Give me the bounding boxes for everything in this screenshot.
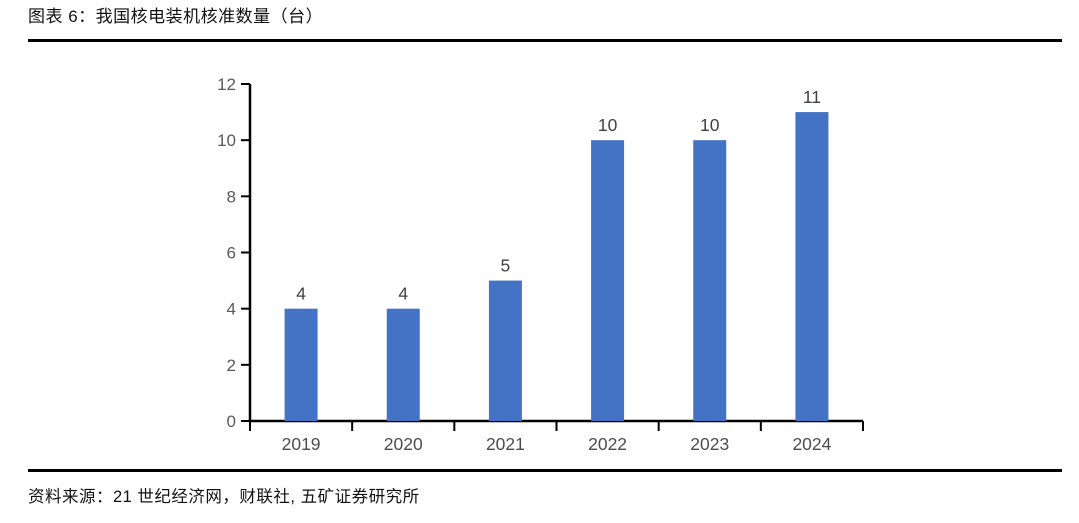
bar [693, 140, 727, 421]
figure-title: 图表 6：我国核电装机核准数量（台） [28, 7, 324, 26]
x-tick-label: 2020 [384, 434, 423, 454]
y-tick-label: 6 [227, 244, 236, 263]
x-tick-label: 2021 [486, 434, 525, 454]
x-tick-label: 2022 [588, 434, 627, 454]
y-tick-label: 12 [217, 75, 236, 94]
y-tick-label: 0 [227, 412, 236, 431]
bar [591, 140, 625, 421]
x-tick-label: 2019 [282, 434, 321, 454]
bar [488, 280, 522, 421]
bar-value-label: 10 [598, 115, 618, 135]
bar-value-label: 4 [296, 284, 306, 304]
y-tick-label: 4 [227, 300, 236, 319]
y-tick-label: 8 [227, 187, 236, 206]
bar-value-label: 4 [398, 284, 408, 304]
bottom-divider [28, 469, 1062, 472]
y-tick-label: 10 [217, 131, 236, 150]
x-tick-label: 2024 [792, 434, 831, 454]
x-tick-label: 2023 [690, 434, 729, 454]
source-note: 资料来源：21 世纪经济网，财联社, 五矿证券研究所 [28, 488, 420, 506]
bar [284, 308, 318, 421]
bar-value-label: 10 [700, 115, 720, 135]
bar-value-label: 11 [803, 87, 821, 107]
y-tick-label: 2 [227, 356, 236, 375]
bar [795, 112, 829, 421]
bar [386, 308, 420, 421]
bar-value-label: 5 [501, 256, 511, 276]
top-divider [28, 39, 1062, 42]
